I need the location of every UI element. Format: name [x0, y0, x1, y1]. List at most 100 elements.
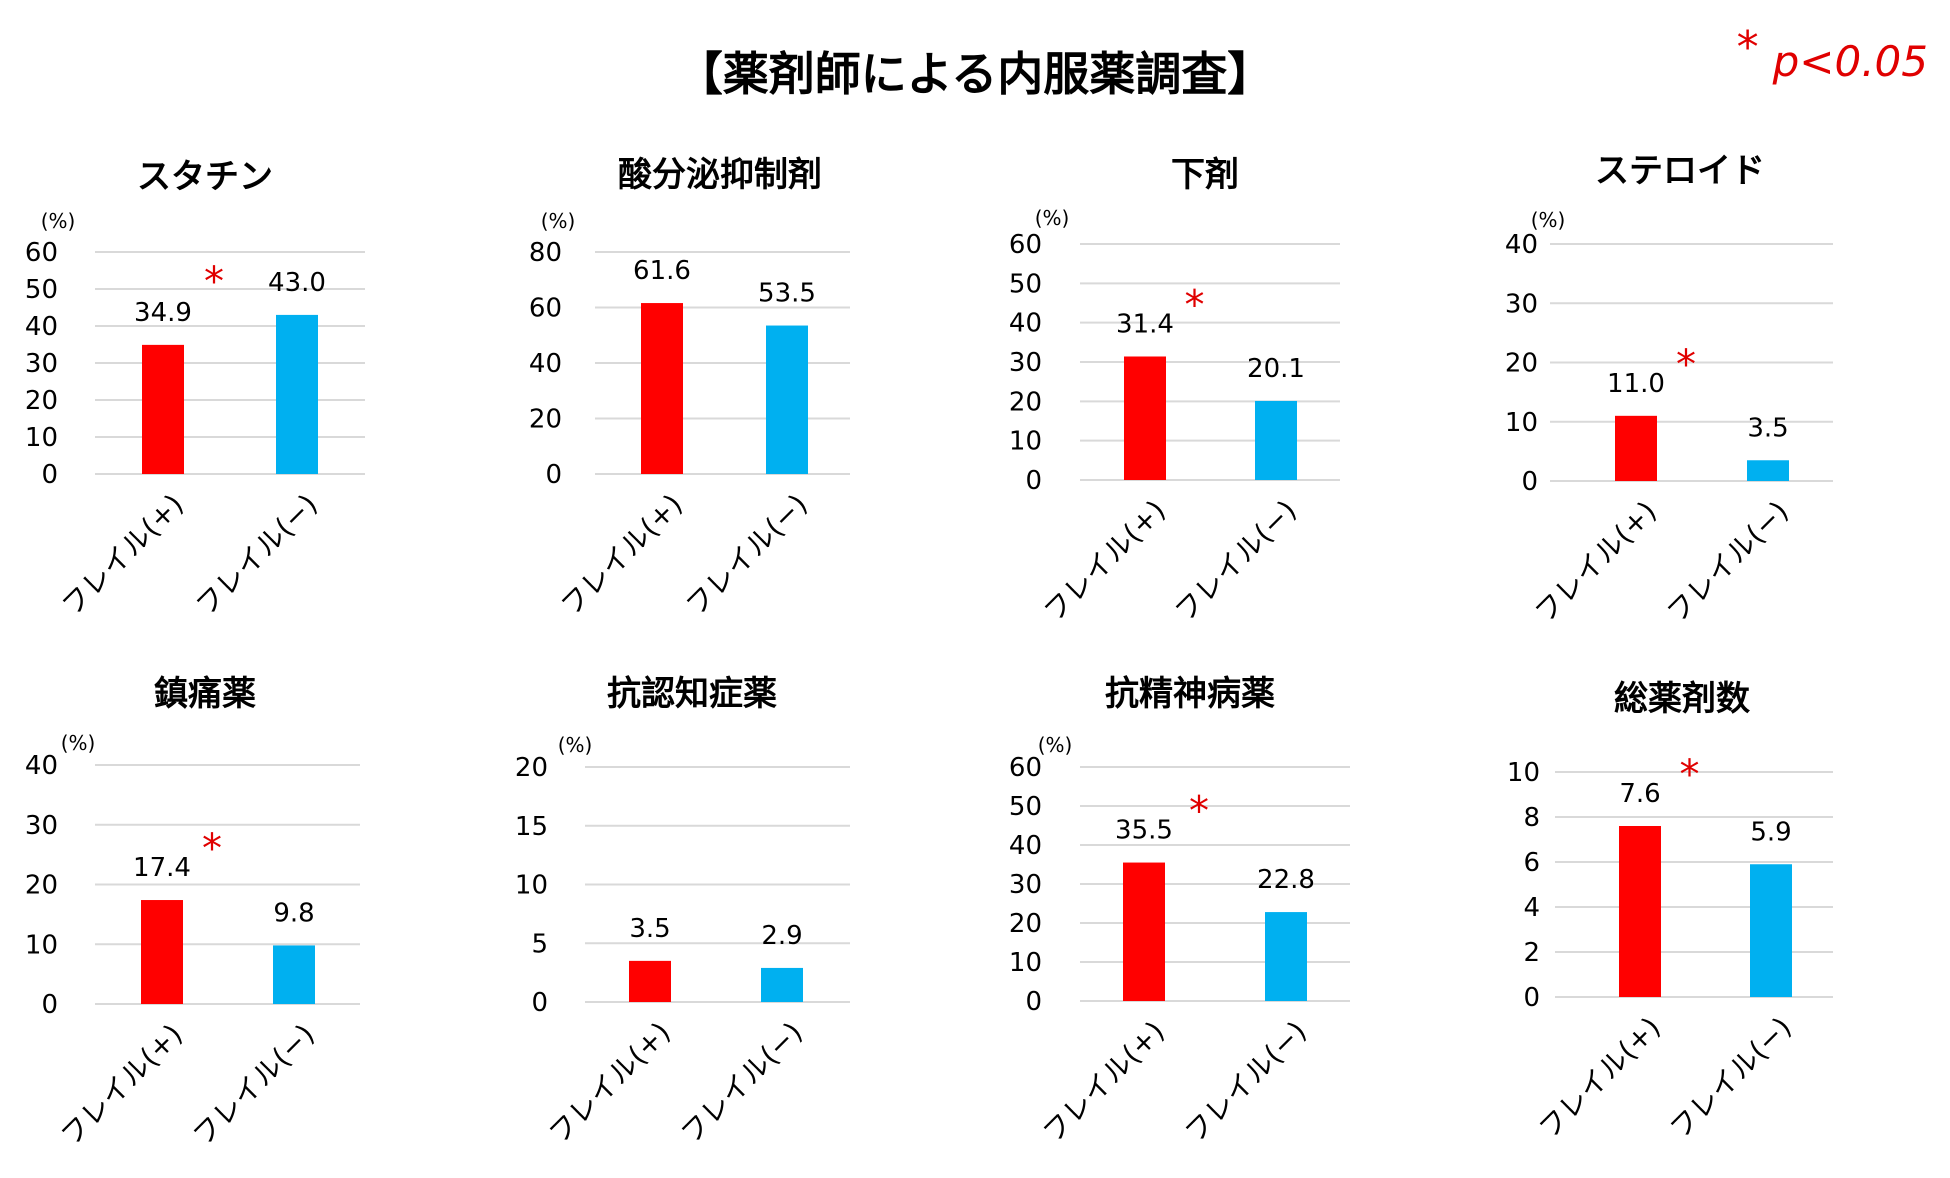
significance-text: p<0.05 — [1772, 37, 1928, 86]
y-tick-label: 0 — [1523, 983, 1540, 1013]
data-label: 3.5 — [1747, 413, 1788, 443]
x-category-label: フレイル(+) — [1037, 494, 1172, 629]
bar-frail-negative — [761, 967, 803, 1002]
bar-frail-negative — [276, 314, 318, 474]
x-category-label: フレイル(+) — [54, 1018, 189, 1153]
x-category-label: フレイル(−) — [679, 488, 814, 623]
bar-frail-negative — [1255, 400, 1297, 480]
y-tick-label: 0 — [1521, 467, 1538, 497]
y-tick-label: 30 — [1009, 870, 1042, 900]
x-category-label: フレイル(−) — [1663, 1011, 1798, 1146]
y-tick-label: 10 — [1505, 408, 1538, 438]
y-tick-label: 30 — [25, 811, 58, 841]
data-label: 17.4 — [133, 853, 191, 883]
y-tick-label: 20 — [1009, 909, 1042, 939]
data-label: 31.4 — [1116, 309, 1174, 339]
y-tick-label: 40 — [25, 751, 58, 781]
y-tick-label: 10 — [1507, 758, 1540, 788]
x-category-label: フレイル(−) — [1168, 494, 1303, 629]
y-tick-label: 20 — [25, 871, 58, 901]
bar-frail-positive — [1123, 862, 1165, 1001]
bar-frail-negative — [1747, 460, 1789, 481]
data-label: 20.1 — [1247, 354, 1305, 384]
chart-title: ステロイド — [1595, 151, 1765, 191]
y-unit-label: (%) — [1038, 733, 1073, 757]
y-tick-label: 6 — [1523, 848, 1540, 878]
significance-star: * — [1676, 342, 1696, 388]
bar-frail-positive — [1619, 826, 1661, 997]
bar-frail-negative — [1750, 864, 1792, 997]
bar-frail-positive — [141, 900, 183, 1004]
x-category-label: フレイル(−) — [1660, 495, 1795, 630]
y-tick-label: 10 — [1009, 427, 1042, 457]
y-unit-label: (%) — [61, 731, 96, 755]
y-tick-label: 20 — [25, 386, 58, 416]
significance-star: * — [1185, 282, 1205, 328]
data-label: 2.9 — [761, 921, 802, 951]
page-title: 【薬剤師による内服薬調査】 — [676, 47, 1274, 101]
data-label: 34.9 — [134, 298, 192, 328]
y-tick-label: 5 — [531, 929, 548, 959]
x-category-label: フレイル(+) — [542, 1016, 677, 1151]
y-tick-label: 0 — [531, 988, 548, 1018]
y-tick-label: 0 — [41, 990, 58, 1020]
significance-star: * — [1189, 789, 1209, 835]
data-label: 22.8 — [1257, 865, 1315, 895]
y-tick-label: 10 — [25, 423, 58, 453]
y-tick-label: 50 — [25, 275, 58, 305]
significance-star: * — [1680, 752, 1700, 798]
chart-title: 抗認知症薬 — [607, 674, 777, 714]
data-label: 7.6 — [1619, 779, 1660, 809]
x-category-label: フレイル(+) — [55, 488, 190, 623]
significance-legend: * p<0.05 — [1737, 22, 1928, 87]
y-tick-label: 40 — [1009, 309, 1042, 339]
data-label: 61.6 — [633, 256, 691, 286]
y-tick-label: 15 — [515, 812, 548, 842]
y-tick-label: 2 — [1523, 938, 1540, 968]
x-category-label: フレイル(−) — [674, 1016, 809, 1151]
bar-frail-negative — [1265, 912, 1307, 1001]
y-unit-label: (%) — [541, 209, 576, 233]
bar-frail-negative — [766, 325, 808, 474]
significance-star: * — [1736, 22, 1759, 73]
y-tick-label: 50 — [1009, 269, 1042, 299]
data-label: 3.5 — [629, 914, 670, 944]
data-label: 43.0 — [268, 268, 326, 298]
significance-star: * — [202, 826, 222, 872]
x-category-label: フレイル(+) — [554, 488, 689, 623]
y-tick-label: 0 — [1025, 466, 1042, 496]
x-category-label: フレイル(+) — [1036, 1015, 1171, 1150]
y-unit-label: (%) — [1531, 208, 1566, 232]
y-tick-label: 0 — [41, 460, 58, 490]
y-tick-label: 10 — [515, 871, 548, 901]
y-tick-label: 0 — [1025, 987, 1042, 1017]
y-tick-label: 30 — [1505, 289, 1538, 319]
y-tick-label: 20 — [1505, 349, 1538, 379]
y-tick-label: 10 — [1009, 948, 1042, 978]
x-category-label: フレイル(−) — [189, 488, 324, 623]
y-tick-label: 40 — [529, 349, 562, 379]
y-tick-label: 40 — [1009, 831, 1042, 861]
y-unit-label: (%) — [1035, 206, 1070, 230]
data-label: 9.8 — [273, 898, 314, 928]
data-label: 5.9 — [1750, 817, 1791, 847]
y-tick-label: 60 — [1009, 230, 1042, 260]
y-tick-label: 20 — [515, 753, 548, 783]
y-tick-label: 4 — [1523, 893, 1540, 923]
y-tick-label: 60 — [529, 294, 562, 324]
y-tick-label: 20 — [529, 405, 562, 435]
chart-title: 総薬剤数 — [1614, 679, 1750, 719]
bar-frail-positive — [641, 303, 683, 474]
bar-frail-positive — [1615, 415, 1657, 481]
y-tick-label: 50 — [1009, 792, 1042, 822]
bar-frail-negative — [273, 945, 315, 1004]
y-tick-label: 30 — [25, 349, 58, 379]
y-tick-label: 0 — [545, 460, 562, 490]
x-category-label: フレイル(+) — [1528, 495, 1663, 630]
y-tick-label: 40 — [25, 312, 58, 342]
bar-frail-positive — [629, 960, 671, 1002]
x-category-label: フレイル(−) — [186, 1018, 321, 1153]
y-tick-label: 10 — [25, 930, 58, 960]
bar-frail-positive — [1124, 356, 1166, 480]
